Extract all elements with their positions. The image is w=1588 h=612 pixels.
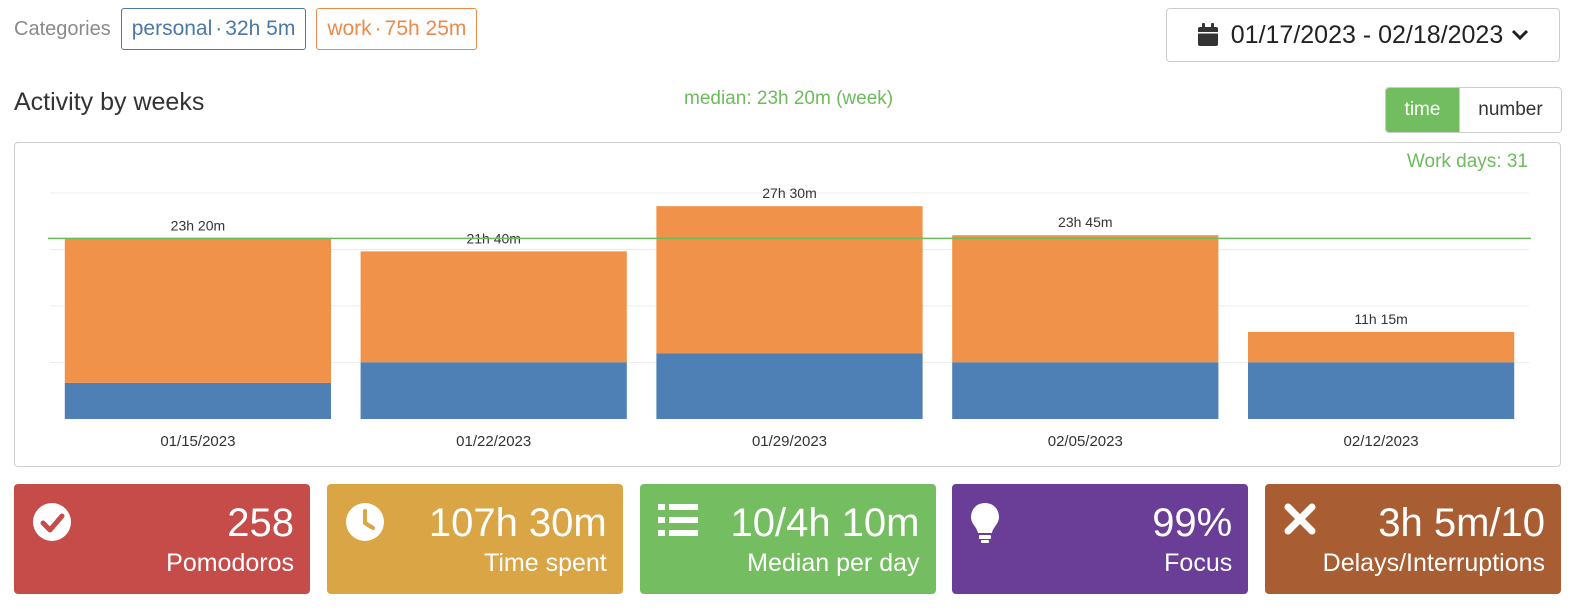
bar-work: [952, 235, 1219, 363]
toggle-time-button[interactable]: time: [1386, 88, 1459, 132]
stat-label: Time spent: [484, 549, 607, 577]
bar-personal: [360, 362, 627, 419]
clock-icon: [345, 503, 384, 541]
stat-card-median-per-day: 10/4h 10m Median per day: [639, 484, 936, 594]
bar-personal: [64, 382, 332, 419]
x-tick-label: 01/15/2023: [160, 433, 235, 450]
close-icon: [1284, 503, 1316, 535]
x-tick-label: 02/12/2023: [1344, 433, 1419, 450]
stat-value: 258: [227, 501, 294, 545]
bar-work: [656, 206, 923, 354]
category-name: work: [327, 17, 372, 40]
stat-value: 3h 5m/10: [1378, 501, 1545, 545]
work-days-label: Work days: 31: [1406, 151, 1528, 172]
bar-work: [1247, 331, 1515, 363]
toggle-number-button[interactable]: number: [1459, 88, 1561, 132]
stat-label: Delays/Interruptions: [1322, 549, 1545, 577]
stat-label: Pomodoros: [166, 549, 294, 577]
activity-chart: Work days: 31 23h 20m 01/15/2023 21h 40m 01…: [14, 142, 1561, 467]
category-time: 75h 25m: [384, 17, 467, 40]
section-title: Activity by weeks: [14, 88, 205, 116]
chevron-down-icon: [1512, 29, 1529, 41]
stat-value: 10/4h 10m: [730, 501, 920, 545]
x-tick-label: 01/22/2023: [456, 433, 531, 450]
bar-personal: [656, 353, 923, 419]
category-badge-personal[interactable]: personal · 32h 5m: [120, 8, 307, 50]
stat-card-delays-interruptions: 3h 5m/10 Delays/Interruptions: [1265, 484, 1561, 594]
calendar-icon: [1197, 23, 1218, 46]
bar-data-label: 23h 45m: [1058, 214, 1112, 230]
bar-data-label: 11h 15m: [1354, 311, 1407, 327]
x-tick-label: 01/29/2023: [752, 433, 827, 450]
lightbulb-icon: [971, 503, 1000, 543]
stat-label: Median per day: [747, 549, 920, 577]
categories-label: Categories: [14, 17, 111, 40]
category-separator: ·: [215, 17, 223, 40]
bar-data-label: 27h 30m: [762, 185, 816, 201]
stat-value: 107h 30m: [428, 501, 607, 545]
stats-row: 258 Pomodoros 107h 30m Time spent 10/4h …: [14, 484, 1561, 594]
check-circle-icon: [33, 503, 71, 541]
stat-card-pomodoros: 258 Pomodoros: [14, 484, 310, 594]
stat-card-time-spent: 107h 30m Time spent: [326, 484, 623, 594]
median-text: median: 23h 20m (week): [684, 88, 894, 109]
bar-work: [360, 251, 627, 363]
stat-value: 99%: [1152, 501, 1233, 545]
bar-data-label: 23h 20m: [171, 217, 225, 233]
stat-card-focus: 99% Focus: [952, 484, 1249, 594]
metric-toggle: time number: [1385, 87, 1562, 133]
category-name: personal: [131, 17, 213, 40]
bar-personal: [1247, 362, 1515, 419]
x-tick-label: 02/05/2023: [1048, 433, 1123, 450]
date-range-picker[interactable]: 01/17/2023 - 02/18/2023: [1166, 8, 1560, 62]
categories-bar: Categories personal · 32h 5m work · 75h 25m: [14, 8, 487, 50]
list-icon: [657, 504, 698, 536]
category-separator: ·: [374, 17, 382, 40]
bar-personal: [952, 362, 1219, 419]
category-badge-work[interactable]: work · 75h 25m: [316, 8, 478, 50]
category-time: 32h 5m: [225, 17, 296, 40]
bar-work: [64, 238, 332, 383]
stat-label: Focus: [1164, 549, 1233, 577]
date-range-value: 01/17/2023 - 02/18/2023: [1230, 20, 1504, 49]
